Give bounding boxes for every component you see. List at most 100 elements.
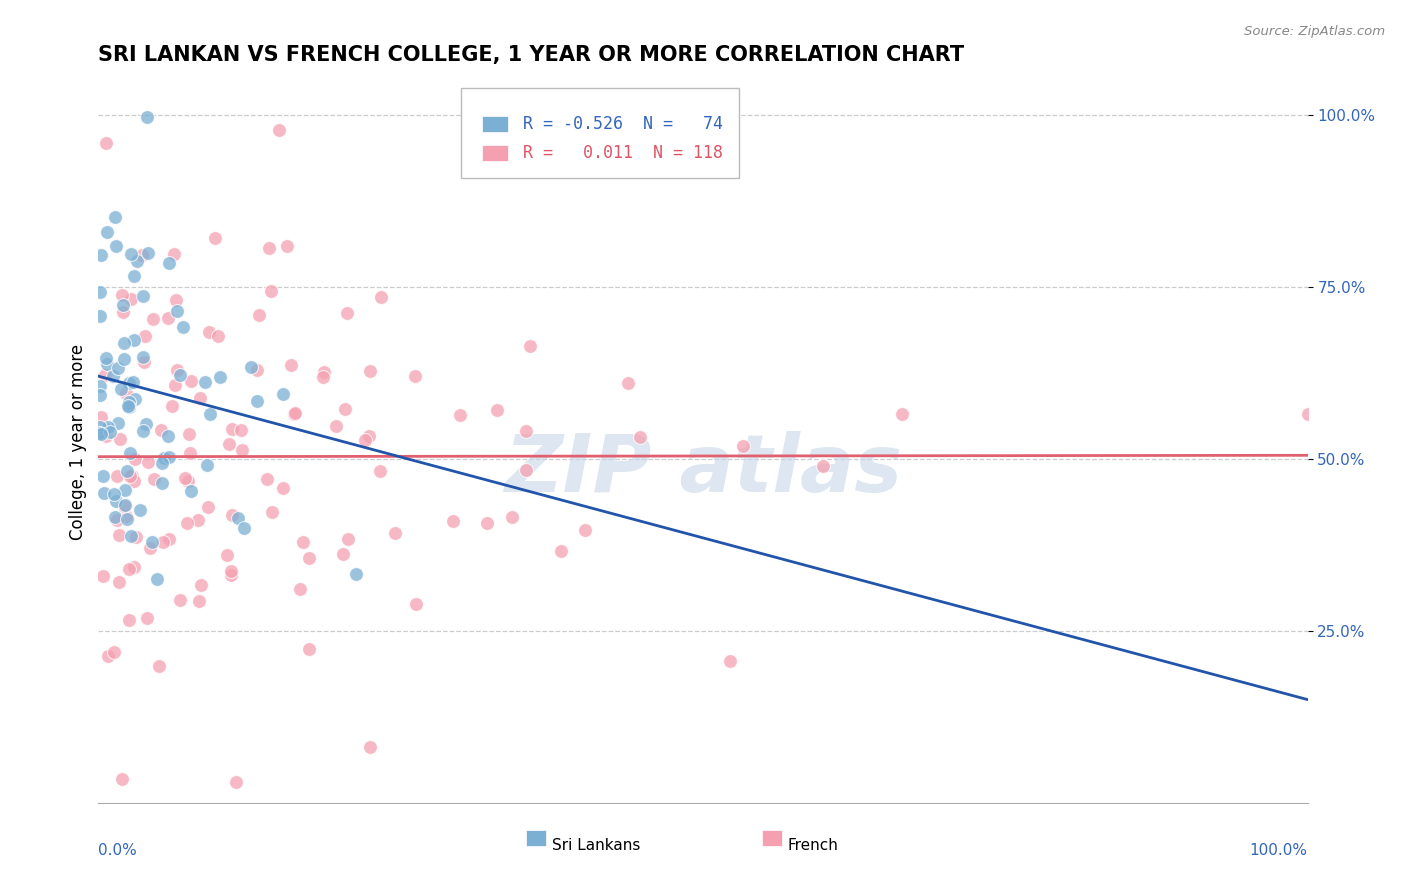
Point <box>97 419 120 434</box>
Text: Sri Lankans: Sri Lankans <box>551 838 640 853</box>
Point <box>208 369 231 384</box>
Point <box>90 409 112 424</box>
Point <box>135 610 157 624</box>
Text: 0.0%: 0.0% <box>98 843 138 857</box>
Point <box>260 284 283 298</box>
Point <box>226 511 249 525</box>
Point <box>118 562 141 576</box>
Point <box>169 592 191 607</box>
Point <box>169 368 191 382</box>
Point <box>292 535 315 549</box>
Point <box>132 355 155 369</box>
Point <box>404 369 426 384</box>
Point <box>195 458 218 472</box>
Point <box>112 298 135 312</box>
Point <box>143 472 166 486</box>
Point <box>103 645 125 659</box>
Point <box>107 416 129 430</box>
Point <box>93 485 115 500</box>
Point <box>173 471 195 485</box>
Point <box>298 550 321 565</box>
Point <box>207 328 229 343</box>
Point <box>120 247 142 261</box>
Point <box>172 320 194 334</box>
Point <box>89 387 111 401</box>
Point <box>519 339 541 353</box>
Point <box>384 526 406 541</box>
Point <box>150 456 173 470</box>
Point <box>89 420 111 434</box>
Point <box>176 516 198 530</box>
Point <box>219 564 242 578</box>
Point <box>157 311 180 326</box>
Point <box>105 493 128 508</box>
Point <box>333 402 356 417</box>
Point <box>486 402 509 417</box>
Point <box>111 772 134 787</box>
Point <box>91 569 114 583</box>
Point <box>100 425 122 439</box>
Point <box>107 361 129 376</box>
Point <box>89 309 111 323</box>
Point <box>550 544 572 558</box>
Point <box>105 469 128 483</box>
Point <box>166 363 188 377</box>
FancyBboxPatch shape <box>526 830 546 847</box>
Point <box>114 483 136 498</box>
Point <box>89 425 111 440</box>
Point <box>271 386 294 401</box>
Point <box>97 649 120 664</box>
Point <box>117 376 139 390</box>
Point <box>515 463 537 477</box>
Point <box>118 446 141 460</box>
Point <box>231 442 253 457</box>
Point <box>103 510 125 524</box>
Point <box>124 452 146 467</box>
Point <box>312 365 335 379</box>
Point <box>271 482 294 496</box>
Point <box>132 289 155 303</box>
Point <box>114 335 136 350</box>
Text: French: French <box>787 838 838 853</box>
Point <box>405 598 427 612</box>
Point <box>118 400 141 414</box>
Point <box>146 572 169 586</box>
Point <box>131 248 153 262</box>
Point <box>336 306 359 320</box>
Point <box>112 500 135 514</box>
Point <box>359 364 381 378</box>
Point <box>197 500 219 514</box>
Point <box>718 654 741 668</box>
Y-axis label: College, 1 year or more: College, 1 year or more <box>69 343 87 540</box>
Point <box>288 582 311 597</box>
Point <box>344 567 367 582</box>
Point <box>186 513 208 527</box>
Text: ZIP atlas: ZIP atlas <box>503 432 903 509</box>
Point <box>152 535 174 549</box>
Point <box>124 392 146 406</box>
Point <box>89 285 111 299</box>
Point <box>157 532 180 546</box>
Point <box>198 325 221 339</box>
Point <box>616 376 638 390</box>
Point <box>190 578 212 592</box>
Point <box>94 429 117 443</box>
Point <box>280 358 302 372</box>
Point <box>157 256 180 270</box>
Point <box>221 422 243 436</box>
Point <box>104 239 127 253</box>
Point <box>257 241 280 255</box>
Point <box>107 574 129 589</box>
Point <box>121 469 143 483</box>
Point <box>120 469 142 483</box>
Text: SRI LANKAN VS FRENCH COLLEGE, 1 YEAR OR MORE CORRELATION CHART: SRI LANKAN VS FRENCH COLLEGE, 1 YEAR OR … <box>98 45 965 65</box>
Point <box>108 528 131 542</box>
Point <box>115 508 138 523</box>
Point <box>204 231 226 245</box>
Point <box>148 659 170 673</box>
Point <box>94 351 117 366</box>
Point <box>225 775 247 789</box>
Text: 100.0%: 100.0% <box>1250 843 1308 857</box>
Point <box>449 408 471 422</box>
Point <box>247 308 270 322</box>
